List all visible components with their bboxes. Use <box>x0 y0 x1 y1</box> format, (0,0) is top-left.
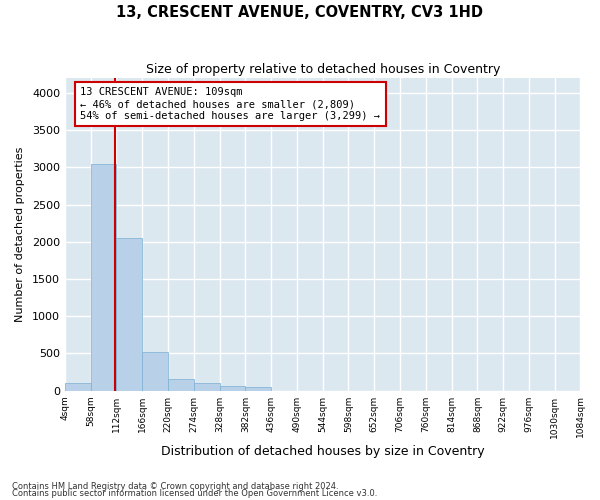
Y-axis label: Number of detached properties: Number of detached properties <box>15 146 25 322</box>
Bar <box>245 387 271 390</box>
Text: 13, CRESCENT AVENUE, COVENTRY, CV3 1HD: 13, CRESCENT AVENUE, COVENTRY, CV3 1HD <box>116 5 484 20</box>
X-axis label: Distribution of detached houses by size in Coventry: Distribution of detached houses by size … <box>161 444 485 458</box>
Bar <box>220 386 245 390</box>
Bar <box>91 164 116 390</box>
Text: 13 CRESCENT AVENUE: 109sqm
← 46% of detached houses are smaller (2,809)
54% of s: 13 CRESCENT AVENUE: 109sqm ← 46% of deta… <box>80 88 380 120</box>
Bar <box>65 383 91 390</box>
Bar <box>116 238 142 390</box>
Text: Contains HM Land Registry data © Crown copyright and database right 2024.: Contains HM Land Registry data © Crown c… <box>12 482 338 491</box>
Bar <box>142 352 168 391</box>
Bar <box>168 379 194 390</box>
Title: Size of property relative to detached houses in Coventry: Size of property relative to detached ho… <box>146 62 500 76</box>
Bar <box>194 383 220 390</box>
Text: Contains public sector information licensed under the Open Government Licence v3: Contains public sector information licen… <box>12 489 377 498</box>
